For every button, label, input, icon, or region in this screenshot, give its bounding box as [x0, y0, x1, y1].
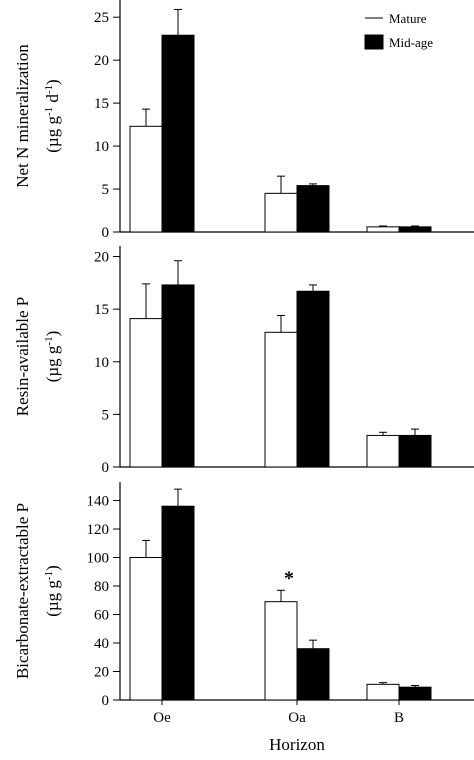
x-tick-label: Oa [288, 710, 306, 726]
panel-2: 0 5 10 15 20 Resin-available P (µg g-1) [13, 246, 474, 476]
y-tick-label: 5 [102, 182, 110, 198]
bar-mature-oe [129, 557, 163, 701]
y-tick-label: 10 [94, 139, 109, 155]
significance-marker: * [149, 0, 159, 8]
bar-mature-b [366, 683, 400, 701]
y-axis-title-superscript: -1 [43, 85, 55, 94]
y-tick-label: 20 [94, 250, 109, 266]
y-tick-label: 15 [94, 302, 109, 318]
y-axis-title-unit: (µg g [43, 116, 62, 153]
y-axis-title-superscript: -1 [43, 107, 55, 116]
legend: Mature Mid-age [364, 11, 433, 50]
y-tick-label: 25 [94, 10, 109, 26]
y-tick-label: 5 [102, 407, 110, 423]
y-tick-label: 0 [102, 693, 110, 709]
y-axis-title-unit: (µg g [43, 580, 62, 617]
bar-mature-b [366, 434, 400, 468]
x-axis-title: Horizon [269, 735, 325, 754]
y-axis-title-unit: ) [43, 331, 62, 337]
y-tick-label: 20 [94, 665, 109, 681]
bar-mid-age-b [398, 434, 432, 468]
legend-label: Mid-age [389, 35, 433, 50]
y-tick-label: 10 [94, 355, 109, 371]
y-axis-title-unit: (µg g [43, 345, 62, 382]
y-axis-title-line1: Resin-available P [13, 297, 32, 416]
bar-mid-age-oe [161, 505, 195, 701]
y-tick-label: 40 [94, 636, 109, 652]
bar-mature-oa [264, 192, 298, 233]
bar-mature-b [366, 226, 400, 233]
significance-marker: * [284, 567, 294, 589]
y-axis-title-superscript: -1 [43, 571, 55, 580]
bar-mature-oa [264, 331, 298, 468]
y-axis-title-line1: Net N mineralization [13, 44, 32, 188]
y-axis-title-unit: ) [43, 565, 62, 571]
y-tick-label: 0 [102, 225, 110, 241]
y-axis-title-unit: ) [43, 79, 62, 85]
y-axis-title-line2: (µg g-1) [43, 565, 62, 617]
bar-mid-age-oa [296, 648, 330, 701]
bar-mature-oe [129, 125, 163, 233]
y-axis-title-line1: Bicarbonate-extractable P [13, 503, 32, 679]
x-tick-label: B [394, 710, 404, 726]
legend-swatch-mid-age [364, 34, 384, 50]
bar-mid-age-oe [161, 34, 195, 233]
x-tick-label: Oe [153, 710, 171, 726]
y-axis-title-unit: d [43, 94, 62, 107]
bar-mid-age-b [398, 686, 432, 701]
y-axis-title-line2: (µg g-1 d-1) [43, 79, 62, 152]
y-tick-label: 80 [94, 579, 109, 595]
panel-3: 0 20 40 60 80 100 120 140 Bicarbonate-extractabl… [13, 482, 474, 726]
y-tick-label: 60 [94, 608, 109, 624]
y-tick-label: 120 [87, 522, 110, 538]
y-tick-label: 100 [87, 551, 110, 567]
legend-label: Mature [389, 11, 427, 26]
y-tick-label: 140 [87, 494, 110, 510]
bar-mid-age-oa [296, 185, 330, 233]
y-tick-label: 0 [102, 460, 110, 476]
y-axis-title-superscript: -1 [43, 336, 55, 345]
y-tick-label: 20 [94, 53, 109, 69]
bar-mature-oa [264, 601, 298, 701]
y-tick-label: 15 [94, 96, 109, 112]
bar-mid-age-oa [296, 290, 330, 468]
y-axis-title-line2: (µg g-1) [43, 331, 62, 383]
bar-mid-age-b [398, 226, 432, 233]
bar-mid-age-oe [161, 284, 195, 468]
bar-mature-oe [129, 318, 163, 468]
